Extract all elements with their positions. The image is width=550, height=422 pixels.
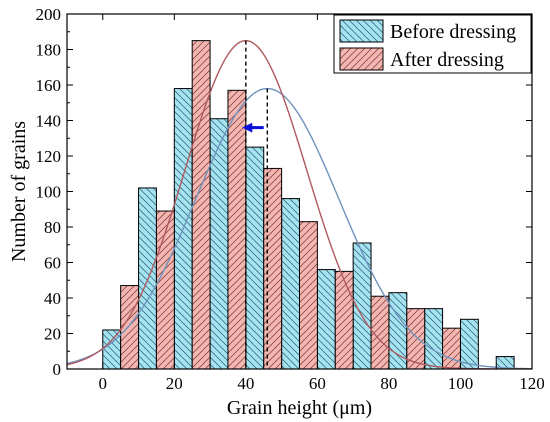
bar-before-9 xyxy=(424,308,444,370)
x-tick-label: 40 xyxy=(237,374,254,393)
y-axis-title: Number of grains xyxy=(8,121,30,262)
bar-before-0 xyxy=(102,329,122,370)
shift-arrow-head xyxy=(242,122,253,133)
bar-before-4 xyxy=(245,146,265,370)
bar-after-9 xyxy=(442,327,461,370)
y-tick-label: 140 xyxy=(36,112,62,131)
fit-curve-before xyxy=(67,87,532,369)
y-tick-label: 40 xyxy=(44,289,61,308)
y-tick-label: 0 xyxy=(53,360,62,379)
bar-after-2 xyxy=(191,40,211,370)
y-tick-label: 60 xyxy=(44,254,61,273)
x-tick-label: 0 xyxy=(99,374,108,393)
bar-before-5 xyxy=(281,198,301,370)
bar-after-5 xyxy=(299,221,318,370)
y-tick-label: 100 xyxy=(36,183,62,202)
legend-swatch-before xyxy=(339,19,384,43)
x-tick-label: 80 xyxy=(380,374,397,393)
x-tick-label: 120 xyxy=(519,374,545,393)
y-tick-label: 200 xyxy=(36,5,62,24)
bar-after-0 xyxy=(120,285,140,370)
bar-before-3 xyxy=(209,118,229,370)
fit-curves-layer xyxy=(67,39,532,369)
x-tick-label: 20 xyxy=(166,374,183,393)
x-tick-label: 100 xyxy=(448,374,474,393)
x-axis: 0 20 40 60 80 100 120 xyxy=(66,14,545,393)
bar-after-4 xyxy=(263,167,283,370)
y-tick-label: 20 xyxy=(44,325,61,344)
legend-label-before: Before dressing xyxy=(390,21,516,43)
x-axis-title: Grain height (μm) xyxy=(227,397,372,419)
x-tick-label: 60 xyxy=(309,374,326,393)
y-tick-label: 80 xyxy=(44,218,61,237)
bar-after-1 xyxy=(155,210,175,370)
bar-after-6 xyxy=(334,270,354,370)
y-tick-label: 120 xyxy=(36,147,62,166)
bar-before-10 xyxy=(459,318,479,370)
legend-swatch-after xyxy=(339,47,384,71)
fit-curve-after xyxy=(67,39,532,369)
y-axis: 0 20 40 60 80 100 120 140 160 180 200 xyxy=(36,5,532,379)
y-tick-label: 180 xyxy=(36,41,62,60)
bar-after-3 xyxy=(227,89,247,370)
legend-label-after: After dressing xyxy=(390,49,504,71)
bars-layer xyxy=(102,40,515,370)
legend: Before dressing After dressing xyxy=(333,14,532,74)
bar-before-6 xyxy=(316,269,336,370)
annotations-layer xyxy=(242,40,269,369)
y-tick-label: 160 xyxy=(36,76,62,95)
